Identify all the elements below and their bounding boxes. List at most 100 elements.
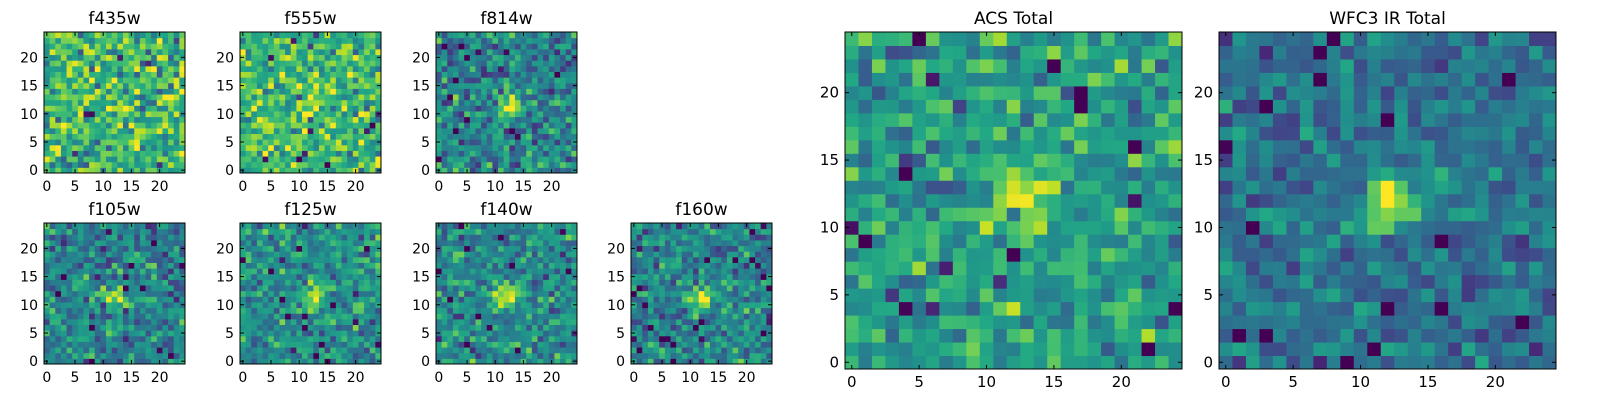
heatmap-cell <box>95 66 101 72</box>
heatmap-cell <box>296 319 302 325</box>
heatmap-cell <box>1169 194 1183 208</box>
heatmap-cell <box>744 353 750 359</box>
heatmap-cell <box>268 139 274 145</box>
heatmap-cell <box>263 71 269 77</box>
heatmap-cell <box>117 262 123 268</box>
heatmap-cell <box>263 240 269 246</box>
heatmap-cell <box>464 111 470 117</box>
heatmap-cell <box>174 49 180 55</box>
heatmap-cell <box>123 341 129 347</box>
heatmap-cell <box>342 128 348 134</box>
heatmap-cell <box>151 234 157 240</box>
heatmap-cell <box>710 229 716 235</box>
heatmap-cell <box>358 353 364 359</box>
heatmap-cell <box>319 336 325 342</box>
heatmap-cell <box>325 134 331 140</box>
heatmap-cell <box>538 291 544 297</box>
heatmap-cell <box>274 111 280 117</box>
heatmap-cell <box>246 308 252 314</box>
heatmap-cell <box>532 274 538 280</box>
heatmap-cell <box>72 49 78 55</box>
heatmap-cell <box>554 94 560 100</box>
heatmap-cell <box>134 139 140 145</box>
heatmap-cell <box>744 279 750 285</box>
heatmap-cell <box>1142 180 1156 194</box>
heatmap-cell <box>1074 302 1088 316</box>
heatmap-cell <box>151 122 157 128</box>
heatmap-cell <box>257 145 263 151</box>
y-tick-label: 5 <box>225 326 234 342</box>
heatmap-cell <box>308 43 314 49</box>
heatmap-cell <box>755 285 761 291</box>
heatmap-cell <box>532 325 538 331</box>
heatmap-cell <box>1115 234 1129 248</box>
heatmap-cell <box>319 341 325 347</box>
y-tick-label: 0 <box>421 163 430 179</box>
heatmap-cell <box>157 291 163 297</box>
heatmap-cell <box>481 262 487 268</box>
heatmap-cell <box>515 32 521 38</box>
heatmap-cell <box>749 330 755 336</box>
heatmap-cell <box>313 257 319 263</box>
heatmap-cell <box>353 234 359 240</box>
heatmap-cell <box>693 291 699 297</box>
heatmap-cell <box>1115 302 1129 316</box>
heatmap-cell <box>151 268 157 274</box>
heatmap-cell <box>168 353 174 359</box>
heatmap-cell <box>498 274 504 280</box>
heatmap-cell <box>274 257 280 263</box>
heatmap-cell <box>370 353 376 359</box>
heatmap-cell <box>481 88 487 94</box>
heatmap-cell <box>157 296 163 302</box>
heatmap-cell <box>744 336 750 342</box>
heatmap-cell <box>858 302 872 316</box>
heatmap-cell <box>1142 315 1156 329</box>
heatmap-cell <box>654 223 660 229</box>
heatmap-cell <box>642 274 648 280</box>
heatmap-cell <box>263 308 269 314</box>
heatmap-cell <box>134 251 140 257</box>
heatmap-cell <box>347 285 353 291</box>
heatmap-cell <box>123 55 129 61</box>
heatmap-cell <box>279 134 285 140</box>
heatmap-cell <box>291 347 297 353</box>
heatmap-cell <box>447 291 453 297</box>
heatmap-cell <box>532 32 538 38</box>
heatmap-cell <box>308 223 314 229</box>
heatmap-cell <box>263 234 269 240</box>
heatmap-cell <box>67 111 73 117</box>
heatmap-cell <box>447 100 453 106</box>
heatmap-cell <box>268 246 274 252</box>
heatmap-cell <box>240 128 246 134</box>
heatmap-cell <box>330 162 336 168</box>
heatmap-cell <box>1169 302 1183 316</box>
heatmap-cell <box>83 94 89 100</box>
heatmap-cell <box>487 83 493 89</box>
heatmap-cell <box>637 291 643 297</box>
heatmap-cell <box>687 240 693 246</box>
heatmap-cell <box>470 336 476 342</box>
heatmap-cell <box>738 262 744 268</box>
heatmap-cell <box>61 268 67 274</box>
heatmap-cell <box>676 274 682 280</box>
heatmap-cell <box>727 330 733 336</box>
heatmap-cell <box>566 43 572 49</box>
heatmap-cell <box>67 285 73 291</box>
heatmap-cell <box>515 105 521 111</box>
heatmap-cell <box>464 325 470 331</box>
heatmap-cell <box>106 150 112 156</box>
heatmap-cell <box>95 234 101 240</box>
heatmap-cell <box>279 262 285 268</box>
heatmap-cell <box>358 319 364 325</box>
heatmap-cell <box>296 268 302 274</box>
heatmap-cell <box>526 32 532 38</box>
heatmap-cell <box>543 353 549 359</box>
heatmap-cell <box>521 347 527 353</box>
heatmap-cell <box>285 274 291 280</box>
heatmap-cell <box>78 319 84 325</box>
heatmap-cell <box>642 251 648 257</box>
heatmap-cell <box>44 308 50 314</box>
heatmap-cell <box>481 122 487 128</box>
heatmap-cell <box>459 117 465 123</box>
heatmap-cell <box>251 319 257 325</box>
